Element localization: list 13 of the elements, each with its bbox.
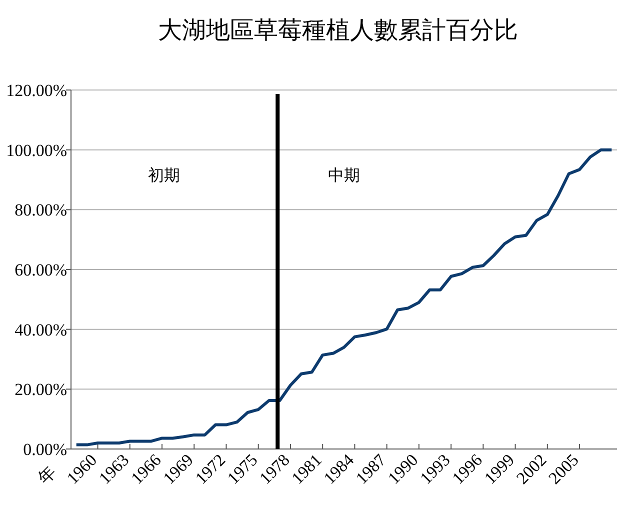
y-tick-label: 40.00%: [14, 320, 67, 340]
x-axis-title: 年: [34, 462, 60, 488]
annotation: 中期: [328, 166, 360, 184]
chart-title: 大湖地區草莓種植人數累計百分比: [158, 17, 518, 44]
annotation: 初期: [148, 166, 180, 184]
x-tick-label: 1981: [288, 450, 326, 488]
y-tick-label: 100.00%: [6, 140, 67, 160]
line-series: [74, 148, 614, 446]
y-tick-label: 60.00%: [14, 260, 67, 280]
y-tick-label: 120.00%: [6, 81, 67, 100]
y-tick-label: 20.00%: [14, 380, 67, 400]
y-tick-label: 0.00%: [23, 440, 67, 459]
y-tick-label: 80.00%: [14, 200, 67, 220]
